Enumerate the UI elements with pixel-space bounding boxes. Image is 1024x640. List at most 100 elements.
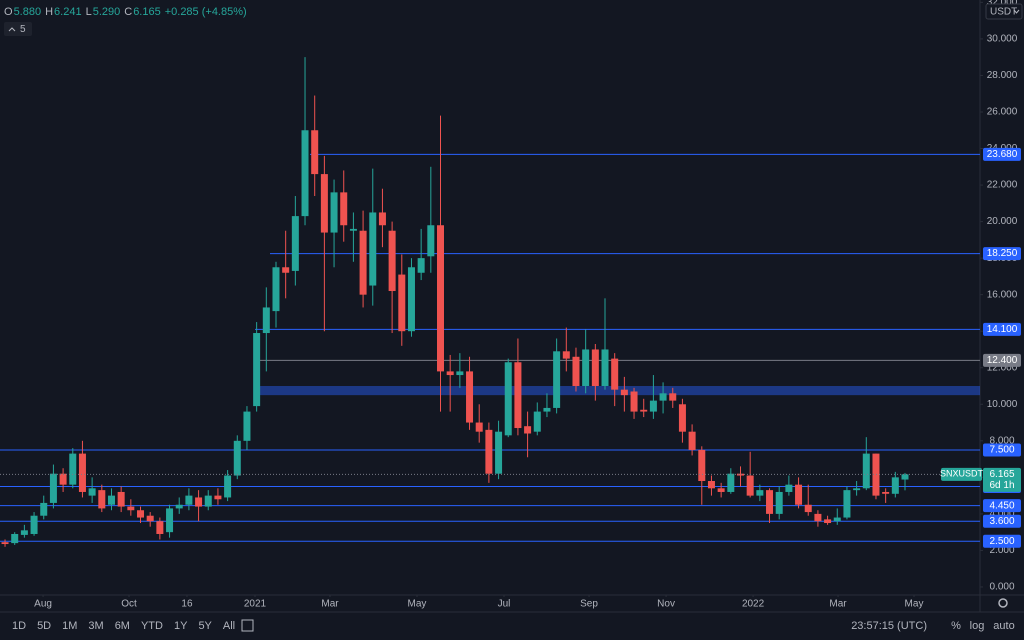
candle-body — [446, 371, 454, 376]
candle-body — [146, 515, 154, 522]
candle-body — [814, 513, 822, 522]
range-button[interactable]: 1D — [12, 620, 26, 632]
candle-body — [698, 449, 706, 482]
candle-body — [243, 411, 251, 441]
candle-body — [640, 409, 648, 412]
candle-body — [678, 404, 686, 432]
candle-body — [485, 429, 493, 474]
range-button[interactable]: 5Y — [198, 620, 212, 632]
candle-body — [746, 475, 754, 496]
candle-body — [214, 495, 222, 500]
overlay: USDT 5 — [4, 3, 1023, 632]
ohlc-value: 6.165 — [133, 6, 161, 18]
level-label-box — [983, 353, 1021, 367]
candle-body — [127, 506, 135, 511]
level-label-box — [983, 499, 1021, 513]
candle-body — [388, 230, 396, 292]
option-button[interactable]: log — [970, 620, 985, 632]
price-label-box — [983, 467, 1021, 492]
candle-body — [620, 389, 628, 396]
candle-body — [185, 495, 193, 505]
symbol: SNXUSDT — [940, 469, 984, 479]
candle-body — [427, 225, 435, 257]
candle-body — [78, 453, 86, 492]
candle-body — [891, 477, 899, 494]
candle-body — [369, 212, 377, 286]
ohlc-key: O — [4, 6, 13, 18]
range-button[interactable]: All — [223, 620, 235, 632]
candle-body — [843, 490, 851, 518]
candle-body — [291, 216, 299, 271]
level-label-box — [983, 534, 1021, 548]
candle-body — [407, 267, 415, 332]
candle-body — [30, 515, 38, 534]
candle-body — [88, 488, 96, 496]
range-button[interactable]: 3M — [88, 620, 103, 632]
x-tick-label: Aug — [34, 599, 52, 610]
candle-body — [582, 349, 590, 387]
currency-button[interactable] — [985, 3, 1023, 20]
countdown: 6d 1h — [989, 480, 1014, 491]
candle-body — [649, 400, 657, 412]
settings-icon[interactable] — [998, 598, 1008, 608]
y-tick-label: 30.000 — [987, 34, 1018, 45]
x-tick-label: 16 — [181, 599, 193, 610]
candle-body — [49, 473, 57, 503]
change: +0.285 (+4.85%) — [165, 6, 247, 18]
candle-body — [320, 174, 328, 233]
candle-body — [688, 431, 696, 450]
candle-body — [475, 422, 483, 432]
indicator-toggle[interactable] — [4, 22, 32, 36]
candle-body — [524, 426, 532, 434]
candle-body — [514, 362, 522, 429]
option-button[interactable]: auto — [993, 620, 1014, 632]
candle-body — [824, 519, 832, 524]
y-tick-label: 12.000 — [987, 362, 1018, 373]
range-button[interactable]: 1M — [62, 620, 77, 632]
x-tick-label: Sep — [580, 599, 598, 610]
candle-body — [727, 473, 735, 492]
candle-body — [707, 481, 715, 489]
range-button[interactable]: 6M — [115, 620, 130, 632]
candle-body — [533, 411, 541, 432]
range-button[interactable]: YTD — [141, 620, 163, 632]
level-label-box — [983, 322, 1021, 336]
candle-body — [349, 228, 357, 231]
range-button[interactable]: 1Y — [174, 620, 188, 632]
candle-body — [59, 473, 67, 485]
level-label: 14.100 — [987, 324, 1018, 335]
candle-body — [543, 407, 551, 412]
candle-body — [253, 333, 261, 407]
y-tick-label: 0.000 — [989, 582, 1014, 593]
candle-body — [872, 453, 880, 496]
level-label: 12.400 — [987, 355, 1018, 366]
candle-body — [785, 484, 793, 492]
x-tick-label: Mar — [829, 599, 847, 610]
x-tick-label: Nov — [657, 599, 675, 610]
range-button[interactable]: 5D — [37, 620, 51, 632]
candle-body — [311, 130, 319, 175]
symbol-tag — [941, 467, 982, 481]
candle-body — [417, 258, 425, 273]
x-tick-label: May — [905, 599, 924, 610]
option-button[interactable]: % — [951, 620, 961, 632]
x-tick-label: 2022 — [742, 599, 765, 610]
candle-body — [504, 362, 512, 436]
ohlc-value: 5.880 — [14, 6, 42, 18]
ohlc-value: 6.241 — [54, 6, 82, 18]
y-tick-label: 20.000 — [987, 216, 1018, 227]
level-label-box — [983, 443, 1021, 457]
candle-body — [562, 351, 570, 359]
y-tick-label: 16.000 — [987, 289, 1018, 300]
level-label: 23.680 — [987, 149, 1018, 160]
candle-body — [1, 542, 9, 545]
candle-body — [456, 371, 464, 376]
candle-body — [659, 393, 667, 401]
candle-body — [862, 453, 870, 489]
candle-body — [175, 504, 183, 509]
zone — [258, 386, 980, 396]
candle-body — [195, 497, 203, 507]
calendar-icon[interactable] — [241, 619, 254, 632]
ohlc-key: C — [124, 6, 132, 18]
level-label: 7.500 — [989, 445, 1014, 456]
